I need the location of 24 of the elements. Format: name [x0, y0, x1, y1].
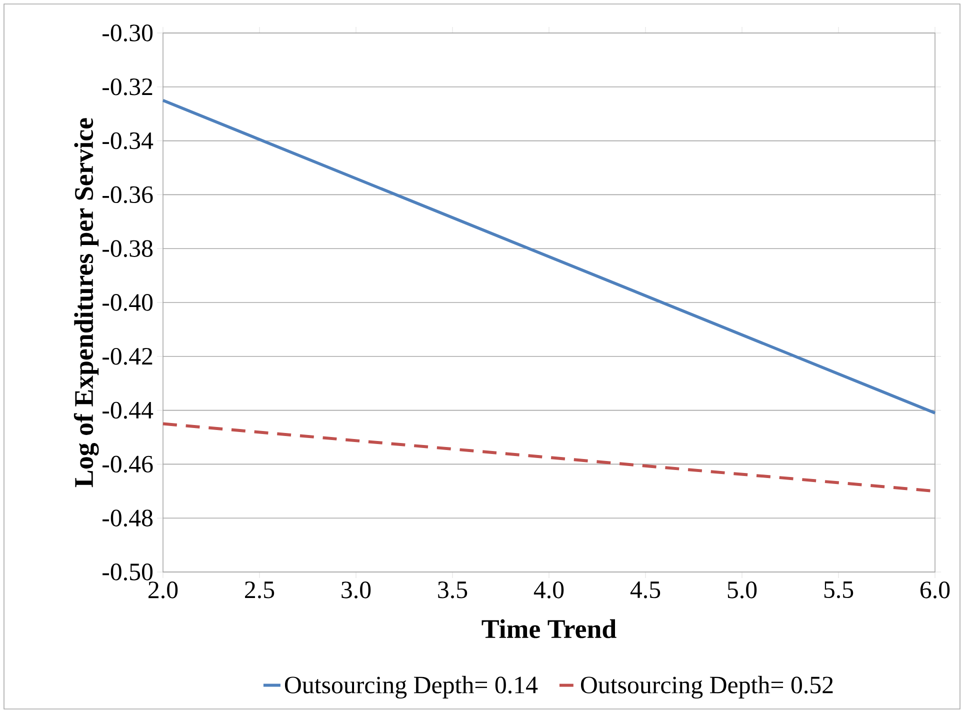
- x-axis-title: Time Trend: [482, 619, 616, 638]
- x-tick-label: 6.0: [920, 582, 950, 598]
- y-tick-label: -0.38: [102, 240, 153, 258]
- x-tick-label: 5.0: [728, 582, 757, 598]
- y-tick-label: -0.44: [102, 402, 154, 419]
- x-tick-label: 3.0: [342, 582, 371, 598]
- x-tick-label: 5.5: [824, 581, 854, 598]
- y-tick-label: -0.30: [102, 24, 153, 42]
- y-tick-label: -0.50: [102, 564, 153, 580]
- x-tick-label: 2.5: [245, 582, 274, 598]
- legend-label: Outsourcing Depth= 0.14: [284, 676, 538, 699]
- y-tick-label: -0.32: [102, 78, 152, 96]
- y-tick-label: -0.46: [102, 456, 153, 473]
- y-tick-label: -0.40: [102, 294, 153, 311]
- x-tick-label: 4.0: [534, 582, 564, 598]
- y-tick-label: -0.36: [102, 186, 153, 204]
- x-tick-label: 4.5: [630, 582, 660, 598]
- x-tick-label: 3.5: [438, 582, 468, 598]
- y-tick-label: -0.34: [102, 132, 154, 150]
- legend-label: Outsourcing Depth= 0.52: [580, 676, 833, 699]
- y-tick-label: -0.48: [102, 510, 153, 527]
- x-tick-label: 2.0: [148, 582, 178, 598]
- y-tick-label: -0.42: [102, 348, 152, 365]
- y-axis-title: Log of Expenditures per Service: [74, 118, 99, 488]
